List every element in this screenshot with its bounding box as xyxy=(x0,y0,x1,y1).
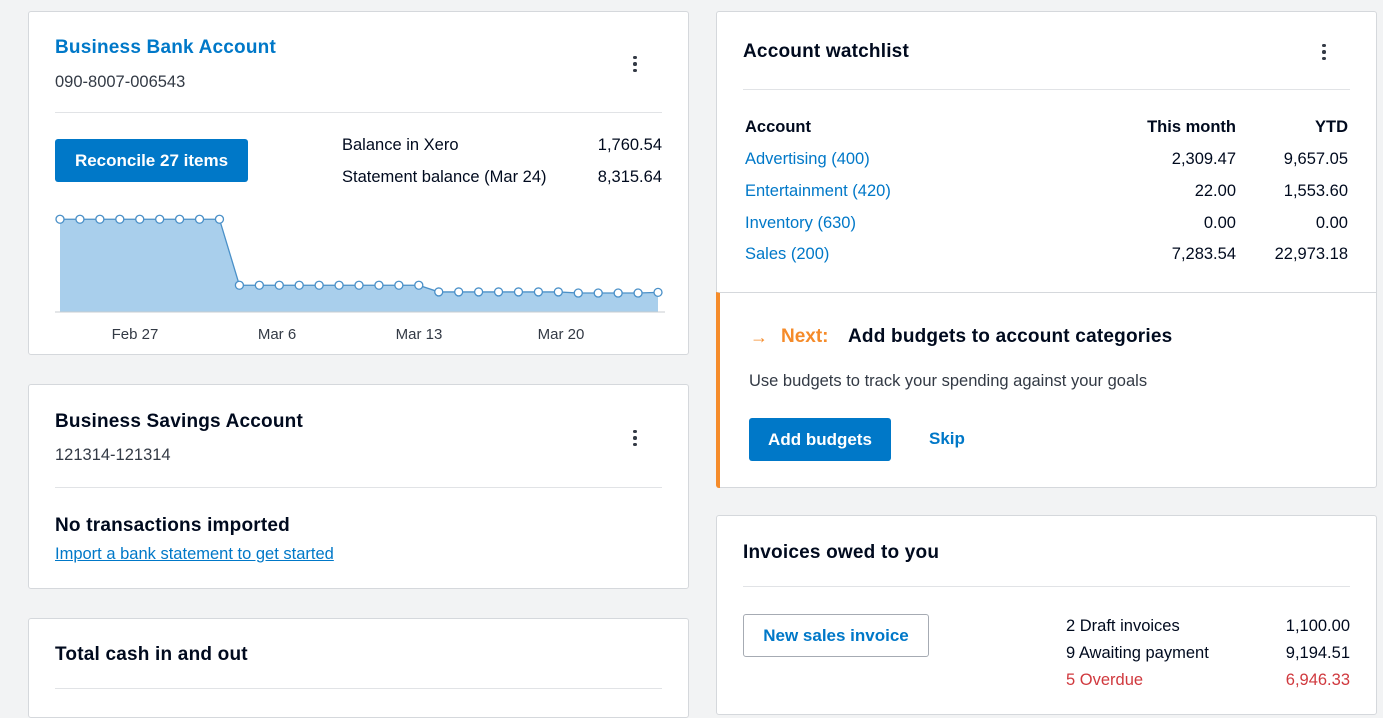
watchlist-header-ytd: YTD xyxy=(1315,118,1348,136)
watchlist-account-link[interactable]: Advertising (400) xyxy=(745,150,870,168)
total-cash-card: Total cash in and out xyxy=(28,618,689,718)
chart-point[interactable] xyxy=(593,288,603,298)
watchlist-month-value: 7,283.54 xyxy=(1171,245,1236,263)
next-label: Next: xyxy=(781,326,829,347)
divider xyxy=(55,688,662,689)
watchlist-month-value: 0.00 xyxy=(1203,214,1236,232)
watchlist-ytd-value: 1,553.60 xyxy=(1283,182,1348,200)
watchlist-month-value: 2,309.47 xyxy=(1171,150,1236,168)
chart-x-tick-label: Mar 6 xyxy=(258,326,296,343)
chart-point[interactable] xyxy=(95,214,105,224)
next-title: Add budgets to account categories xyxy=(848,326,1173,347)
invoices-card: Invoices owed to you New sales invoice 2… xyxy=(716,515,1377,715)
import-statement-link[interactable]: Import a bank statement to get started xyxy=(55,545,334,563)
balance-in-xero-value: 1,760.54 xyxy=(597,136,662,154)
statement-balance-label: Statement balance (Mar 24) xyxy=(342,168,547,186)
watchlist-title: Account watchlist xyxy=(743,41,909,62)
chart-point[interactable] xyxy=(234,280,245,290)
chart-x-ticks: Feb 27 Mar 6 Mar 13 Mar 20 xyxy=(112,326,585,343)
bank-account-card: Business Bank Account 090-8007-006543 Re… xyxy=(28,11,689,355)
chart-point[interactable] xyxy=(135,214,145,224)
watchlist-ytd-value: 9,657.05 xyxy=(1283,150,1348,168)
arrow-right-icon: → xyxy=(750,327,768,347)
savings-account-menu-icon[interactable] xyxy=(625,426,645,450)
balance-chart: Feb 27 Mar 6 Mar 13 Mar 20 xyxy=(55,214,665,343)
chart-point[interactable] xyxy=(294,280,304,290)
bank-account-title[interactable]: Business Bank Account xyxy=(55,37,276,58)
chart-point[interactable] xyxy=(115,214,125,224)
skip-button[interactable]: Skip xyxy=(929,429,965,448)
chart-x-tick-label: Mar 20 xyxy=(538,326,585,343)
chart-point[interactable] xyxy=(414,280,424,290)
chart-point[interactable] xyxy=(653,287,663,298)
balance-in-xero-label: Balance in Xero xyxy=(342,136,459,154)
chart-plot xyxy=(55,214,663,312)
chart-point[interactable] xyxy=(513,287,524,297)
chart-area-fill xyxy=(60,219,658,312)
watchlist-account-link[interactable]: Entertainment (420) xyxy=(745,182,891,200)
watchlist-account-link[interactable]: Sales (200) xyxy=(745,245,830,263)
watchlist-ytd-value: 22,973.18 xyxy=(1274,245,1348,263)
chart-x-tick-label: Feb 27 xyxy=(112,326,159,343)
reconcile-button[interactable]: Reconcile 27 items xyxy=(55,139,248,182)
chart-point[interactable] xyxy=(354,280,364,290)
bank-account-menu-icon[interactable] xyxy=(625,52,645,76)
chart-point[interactable] xyxy=(155,214,165,224)
chart-point[interactable] xyxy=(75,214,85,224)
chart-x-tick-label: Mar 13 xyxy=(396,326,443,343)
chart-point[interactable] xyxy=(314,280,324,290)
savings-account-number: 121314-121314 xyxy=(55,446,171,464)
chart-point[interactable] xyxy=(573,288,583,298)
chart-point[interactable] xyxy=(194,214,205,224)
chart-point[interactable] xyxy=(394,280,404,290)
watchlist-header-account: Account xyxy=(745,118,811,136)
chart-point[interactable] xyxy=(473,287,484,297)
chart-point[interactable] xyxy=(493,287,504,297)
watchlist-account-link[interactable]: Inventory (630) xyxy=(745,214,856,232)
watchlist-ytd-value: 0.00 xyxy=(1315,214,1348,232)
chart-point[interactable] xyxy=(374,280,384,290)
divider xyxy=(55,487,662,488)
no-transactions-title: No transactions imported xyxy=(55,515,290,536)
chart-point[interactable] xyxy=(434,287,444,297)
statement-balance-value: 8,315.64 xyxy=(597,168,662,186)
chart-point[interactable] xyxy=(214,214,225,224)
new-sales-invoice-button[interactable]: New sales invoice xyxy=(743,614,929,657)
add-budgets-button[interactable]: Add budgets xyxy=(749,418,891,461)
divider xyxy=(743,586,1350,587)
chart-point[interactable] xyxy=(454,287,464,297)
chart-point[interactable] xyxy=(274,280,284,290)
invoices-title: Invoices owed to you xyxy=(743,542,940,563)
watchlist-month-value: 22.00 xyxy=(1194,182,1236,200)
awaiting-payment-value: 9,194.51 xyxy=(1285,644,1350,662)
chart-point[interactable] xyxy=(613,288,623,298)
watchlist-menu-icon[interactable] xyxy=(1314,40,1334,64)
overdue-link[interactable]: 5 Overdue xyxy=(1066,671,1144,689)
chart-point[interactable] xyxy=(334,280,344,290)
draft-invoices-link[interactable]: 2 Draft invoices xyxy=(1066,617,1180,635)
next-budgets-panel: → Next: Add budgets to account categorie… xyxy=(716,292,1377,488)
divider xyxy=(55,112,662,113)
watchlist-header-month: This month xyxy=(1147,118,1236,136)
chart-point[interactable] xyxy=(633,288,643,298)
chart-point[interactable] xyxy=(254,280,264,290)
bank-account-number: 090-8007-006543 xyxy=(55,73,186,91)
savings-account-title[interactable]: Business Savings Account xyxy=(55,411,303,432)
chart-point[interactable] xyxy=(55,214,65,224)
total-cash-title: Total cash in and out xyxy=(55,644,248,665)
savings-account-card: Business Savings Account 121314-121314 N… xyxy=(28,384,689,589)
draft-invoices-value: 1,100.00 xyxy=(1285,617,1350,635)
divider xyxy=(743,89,1350,90)
chart-point[interactable] xyxy=(174,214,185,224)
watchlist-card: Account watchlist Account This month YTD… xyxy=(716,11,1377,488)
chart-point[interactable] xyxy=(553,287,563,297)
awaiting-payment-link[interactable]: 9 Awaiting payment xyxy=(1066,644,1209,662)
next-description: Use budgets to track your spending again… xyxy=(749,372,1148,390)
overdue-value: 6,946.33 xyxy=(1285,671,1350,689)
chart-point[interactable] xyxy=(533,287,544,297)
